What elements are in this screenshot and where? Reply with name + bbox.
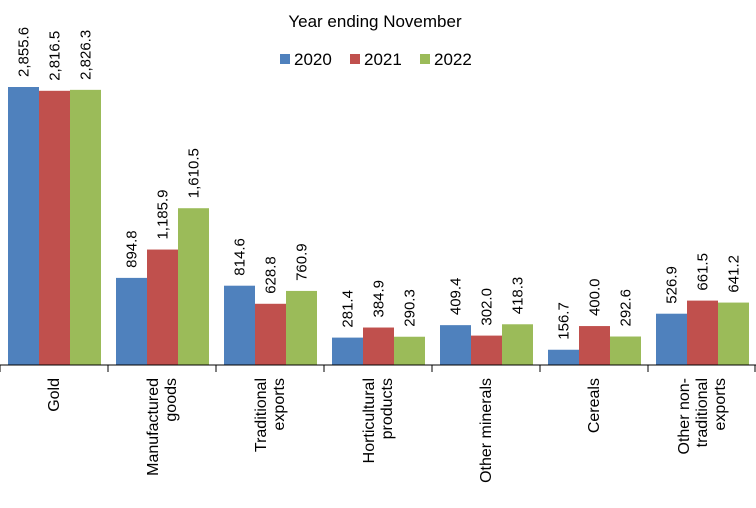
bars [8,87,749,366]
bar-2020-3 [332,337,363,365]
bar-2020-1 [116,277,147,365]
bar-2021-2 [255,303,286,365]
bar-2022-6 [718,302,749,365]
category-label-1: goods [163,378,180,422]
bar-2022-0 [70,89,101,366]
category-label-6: Other non- [676,378,693,454]
value-label-2020-1: 894.8 [124,230,141,268]
value-label-2022-5: 292.6 [618,289,635,327]
bar-2022-5 [610,336,641,365]
legend-label-2020: 2020 [294,50,332,69]
value-label-2020-4: 409.4 [448,278,465,316]
bar-2021-0 [39,90,70,365]
bar-2020-2 [224,285,255,365]
value-label-2021-4: 302.0 [479,288,496,326]
legend-label-2022: 2022 [434,50,472,69]
value-label-2021-1: 1,185.9 [155,190,172,240]
chart-title: Year ending November [288,12,462,31]
bar-2020-4 [440,325,471,365]
value-label-2020-6: 526.9 [664,266,681,304]
bar-2022-3 [394,336,425,365]
bar-2021-3 [363,327,394,365]
value-label-2022-6: 641.2 [726,255,743,293]
legend: 2020 2021 2022 [280,50,472,69]
legend-swatch-2022 [420,54,430,64]
value-label-2022-0: 2,826.3 [78,30,95,80]
value-label-2020-0: 2,855.6 [16,27,33,77]
value-label-2020-2: 814.6 [232,238,249,276]
category-label-0: Gold [46,378,63,412]
bar-2021-5 [579,326,610,365]
value-label-2022-4: 418.3 [510,277,527,315]
legend-label-2021: 2021 [364,50,402,69]
value-label-2021-5: 400.0 [587,279,604,317]
value-label-2021-0: 2,816.5 [47,31,64,81]
bar-2022-1 [178,208,209,365]
category-label-3: Horticultural [361,378,378,463]
category-label-3: products [379,378,396,439]
value-label-2022-1: 1,610.5 [186,148,203,198]
bar-2021-1 [147,249,178,365]
bar-2020-5 [548,349,579,365]
category-label-6: traditional [694,378,711,447]
bar-2022-2 [286,290,317,365]
value-label-2021-2: 628.8 [263,256,280,294]
category-label-2: exports [271,378,288,430]
category-label-4: Other minerals [478,378,495,483]
value-labels: 2,855.6 2,816.5 2,826.3 894.8 1,185.9 1,610.5… [16,27,743,340]
category-label-5: Cereals [586,378,603,433]
bar-2021-4 [471,335,502,365]
value-label-2022-3: 290.3 [402,289,419,327]
value-label-2021-3: 384.9 [371,280,388,318]
bar-2020-0 [8,87,39,365]
bar-2021-6 [687,300,718,365]
category-label-6: exports [712,378,729,430]
category-label-2: Traditional [253,378,270,452]
category-labels: Gold Manufactured goods Traditional exports H… [46,378,729,483]
value-label-2020-3: 281.4 [340,290,357,328]
bar-2020-6 [656,313,687,365]
legend-swatch-2021 [350,54,360,64]
x-axis [0,364,756,372]
legend-swatch-2020 [280,54,290,64]
bar-2022-4 [502,324,533,365]
value-label-2020-5: 156.7 [556,302,573,340]
value-label-2022-2: 760.9 [294,243,311,281]
category-label-1: Manufactured [145,378,162,476]
value-label-2021-6: 661.5 [695,253,712,291]
